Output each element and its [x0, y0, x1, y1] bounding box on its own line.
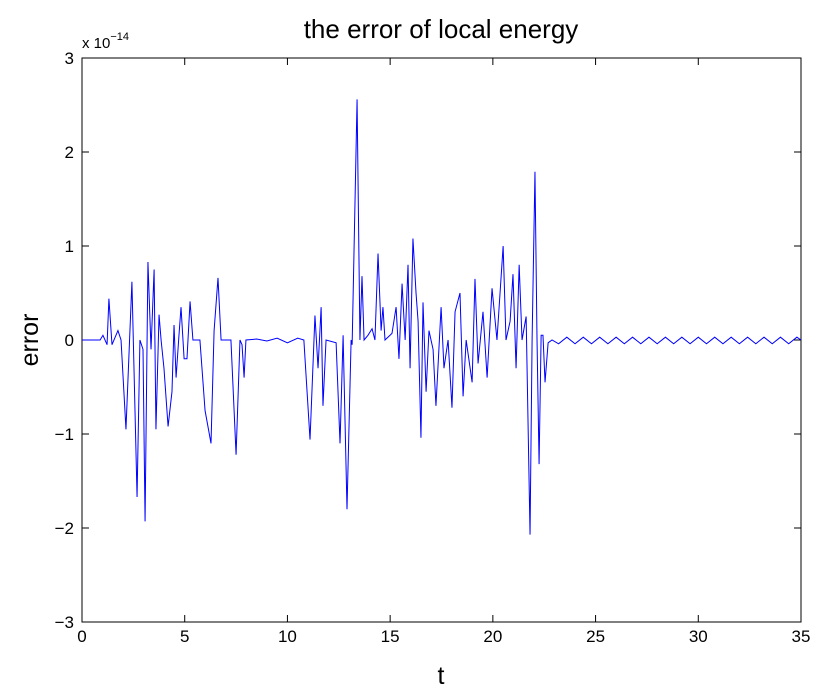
y-tick-label: 0: [65, 331, 74, 350]
x-tick-label: 30: [689, 627, 708, 646]
y-tick-label: 3: [65, 49, 74, 68]
y-multiplier: x 10−14: [82, 31, 129, 52]
x-axis-label: t: [438, 662, 445, 689]
y-tick-label: −2: [55, 519, 74, 538]
y-tick-label: 2: [65, 143, 74, 162]
y-tick-label: −3: [55, 613, 74, 632]
x-tick-label: 0: [77, 627, 86, 646]
x-tick-label: 35: [792, 627, 811, 646]
y-tick-label: −1: [55, 425, 74, 444]
data-line: [82, 99, 802, 535]
chart-title: the error of local energy: [304, 14, 579, 44]
x-tick-label: 5: [180, 627, 189, 646]
y-tick-label: 1: [65, 237, 74, 256]
x-tick-label: 10: [278, 627, 297, 646]
x-tick-label: 20: [483, 627, 502, 646]
x-tick-label: 25: [586, 627, 605, 646]
multiplier-base: x 10: [82, 35, 110, 52]
multiplier-exponent: −14: [110, 31, 129, 43]
y-axis-label: error: [16, 314, 44, 367]
x-tick-label: 15: [381, 627, 400, 646]
